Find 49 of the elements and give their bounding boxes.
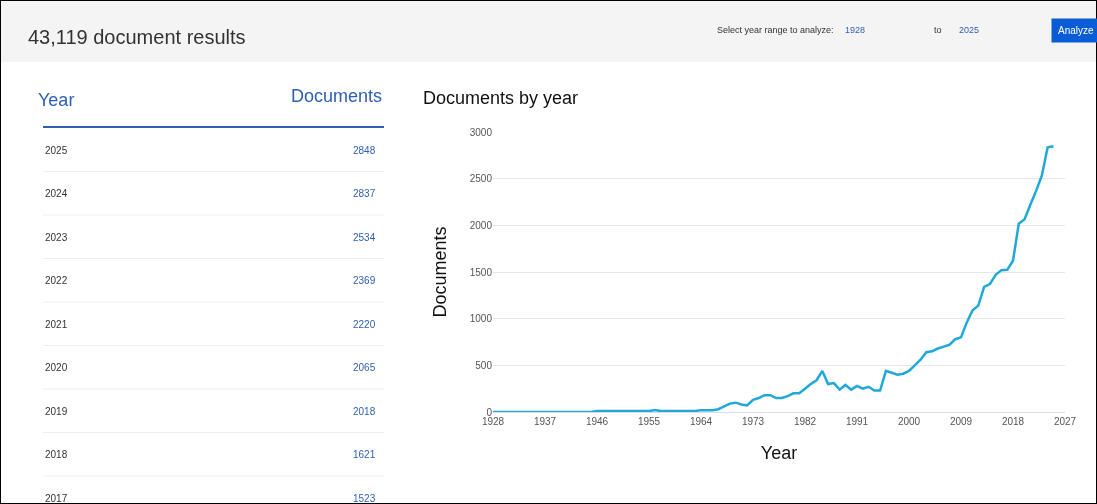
text: 2220 — [353, 319, 376, 330]
text: 2018 — [45, 449, 68, 460]
x-tick-label: 1955 — [637, 416, 661, 427]
text: 1523 — [353, 493, 376, 504]
x-axis-title: Year — [760, 443, 798, 464]
x-tick-label: 2009 — [949, 416, 973, 427]
chart-title: Documents by year — [423, 88, 579, 109]
text: 2024 — [45, 188, 68, 199]
text: 1928 — [845, 25, 866, 35]
text: Analyze — [1058, 25, 1095, 36]
y-tick-label: 2000 — [469, 219, 493, 231]
y-tick-label: 500 — [475, 359, 493, 371]
text: 2020 — [45, 362, 68, 373]
x-tick-label: 1991 — [845, 416, 869, 427]
x-tick-label: 1973 — [741, 416, 765, 427]
text: Documents — [291, 86, 383, 106]
x-tick-label: 1928 — [481, 416, 505, 427]
text: Year — [38, 90, 75, 110]
y-tick-label: 0 — [486, 406, 493, 418]
text: 2534 — [353, 232, 376, 243]
x-tick-label: 1964 — [689, 416, 713, 427]
text: Select year range to analyze: — [717, 25, 834, 35]
text: 1621 — [353, 449, 376, 460]
y-tick-label: 1000 — [469, 313, 493, 325]
text: 2019 — [45, 406, 68, 417]
text: 2837 — [353, 188, 376, 199]
x-tick-label: 1937 — [533, 416, 557, 427]
line-series — [493, 144, 1055, 412]
y-tick-label: 3000 — [469, 126, 493, 138]
text: 2369 — [353, 275, 376, 286]
x-tick-label: 2000 — [897, 416, 921, 427]
text: 2018 — [353, 406, 376, 417]
y-axis-title: Documents — [429, 226, 450, 318]
x-tick-label: 2018 — [1001, 416, 1025, 427]
text: 2017 — [45, 493, 68, 504]
y-tick-label: 2500 — [469, 173, 493, 185]
x-tick-label: 1982 — [793, 416, 817, 427]
y-tick-label: 1500 — [469, 266, 493, 278]
text: 43,119 document results — [28, 26, 246, 48]
x-tick-label: 2027 — [1053, 416, 1077, 427]
text: to — [934, 25, 942, 35]
text: 2021 — [45, 319, 68, 330]
text: 2848 — [353, 145, 376, 156]
text: 2023 — [45, 232, 68, 243]
text: 2025 — [959, 25, 980, 35]
text: 2022 — [45, 275, 68, 286]
text: 2065 — [353, 362, 376, 373]
text: 2025 — [45, 145, 68, 156]
x-tick-label: 1946 — [585, 416, 609, 427]
